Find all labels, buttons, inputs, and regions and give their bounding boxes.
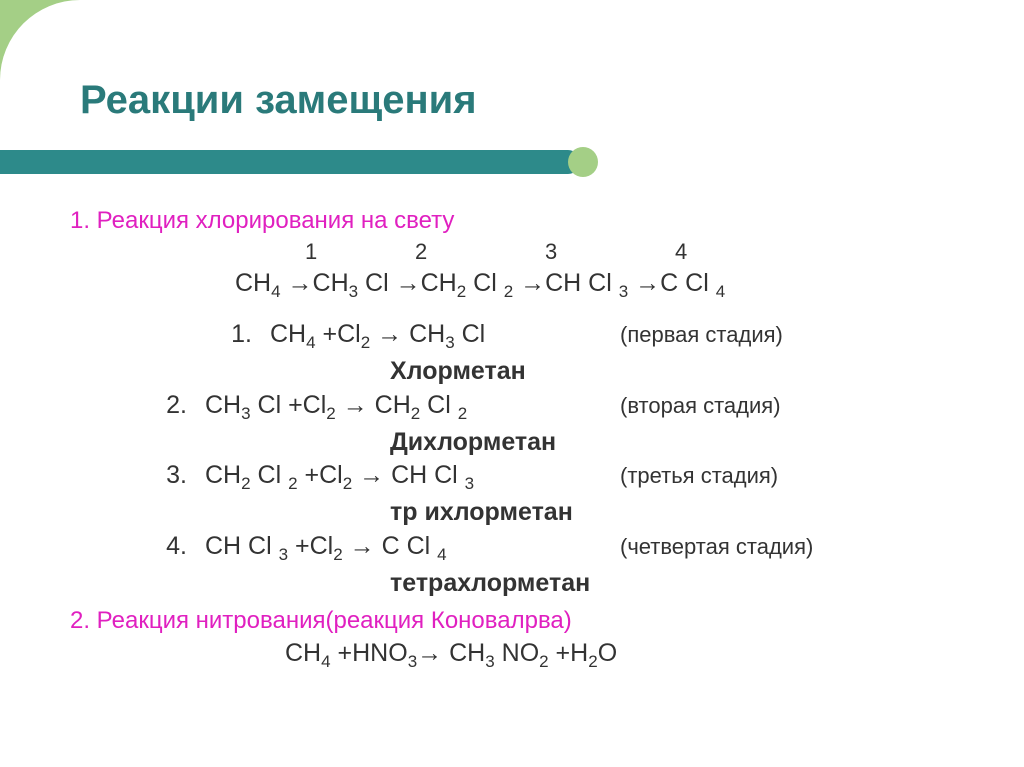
equation-4: 4.CH Cl 3 +Cl2 → C Cl 4(четвертая стадия… — [70, 530, 984, 567]
section2-heading: 2. Реакция нитрования(реакция Коновалрва… — [70, 605, 984, 637]
equation-2: 2.CH3 Cl +Cl2 → CH2 Cl 2(вторая стадия) — [70, 389, 984, 426]
nitration-equation: CH4 +HNO3→ CH3 NO2 +H2O — [285, 637, 984, 674]
section1-heading: 1. Реакция хлорирования на свету — [70, 205, 984, 237]
equation-3: 3.CH2 Cl 2 +Cl2 → CH Cl 3(третья стадия) — [70, 459, 984, 496]
equations-block: 1.CH4 +Cl2 → CH3 Cl(первая стадия) Хлорм… — [70, 318, 984, 601]
product-name-3: тр ихлорметан — [390, 496, 984, 530]
reaction-chain: CH4 →CH3 Cl →CH2 Cl 2 →CH Cl 3 →C Cl 4 — [235, 267, 984, 304]
chain-step-numbers: 1234 — [305, 237, 984, 267]
accent-dot — [568, 147, 598, 177]
equation-1: 1.CH4 +Cl2 → CH3 Cl(первая стадия) — [70, 318, 984, 355]
product-name-4: тетрахлорметан — [390, 567, 984, 601]
slide-card: Реакции замещения 1. Реакция хлорировани… — [0, 0, 1024, 767]
product-name-1: Хлорметан — [390, 355, 984, 389]
accent-bar — [0, 150, 580, 174]
product-name-2: Дихлорметан — [390, 426, 984, 460]
slide-content: 1. Реакция хлорирования на свету 1234 CH… — [70, 205, 984, 674]
slide-title: Реакции замещения — [80, 78, 477, 123]
